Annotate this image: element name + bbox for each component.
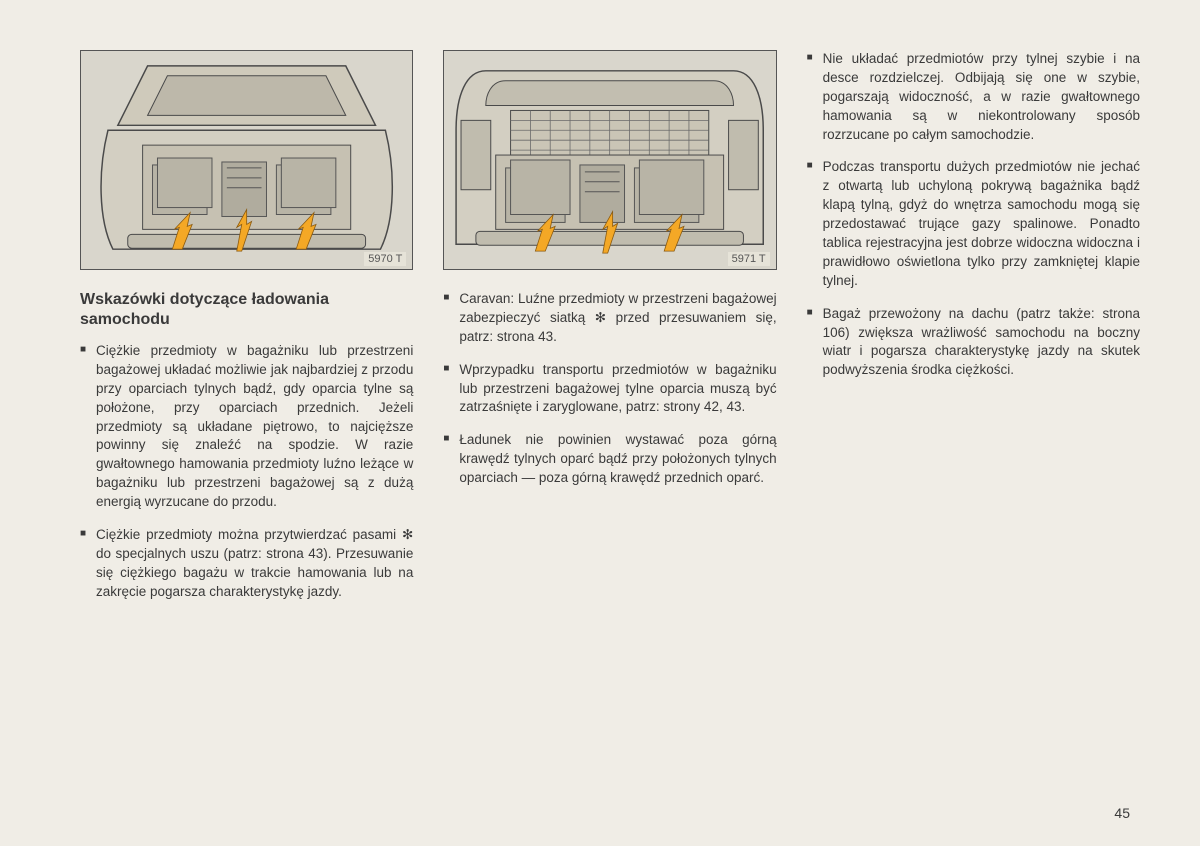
list-item: Ciężkie przedmioty w bagażniku lub przes… (80, 342, 413, 512)
figure-left: 5970 T (80, 50, 413, 270)
page-number: 45 (1114, 805, 1130, 821)
list-item: Bagaż przewożony na dachu (patrz także: … (807, 305, 1140, 381)
col2-list: Caravan: Luźne przedmioty w przestrzeni … (443, 290, 776, 488)
page-columns: 5970 T Wskazówki dotyczące ładowania sam… (80, 50, 1140, 616)
list-item: Caravan: Luźne przedmioty w przestrzeni … (443, 290, 776, 347)
column-1: 5970 T Wskazówki dotyczące ładowania sam… (80, 50, 413, 616)
figure-middle: 5971 T (443, 50, 776, 270)
list-item: Podczas transportu dużych przedmiotów ni… (807, 158, 1140, 290)
figure-left-label: 5970 T (364, 252, 406, 266)
list-item: Wprzypadku transportu przedmiotów w baga… (443, 361, 776, 418)
column-3: Nie układać przedmiotów przy tylnej szyb… (807, 50, 1140, 616)
column-2: 5971 T Caravan: Luźne przedmioty w przes… (443, 50, 776, 616)
figure-middle-label: 5971 T (728, 252, 770, 266)
list-item: Nie układać przedmiotów przy tylnej szyb… (807, 50, 1140, 144)
trunk-diagram-1 (81, 51, 412, 269)
trunk-diagram-2 (444, 51, 775, 269)
section-heading: Wskazówki dotyczące ładowania samochodu (80, 290, 413, 330)
col1-list: Ciężkie przedmioty w bagażniku lub przes… (80, 342, 413, 602)
col3-list: Nie układać przedmiotów przy tylnej szyb… (807, 50, 1140, 380)
list-item: Ładunek nie powinien wystawać poza górną… (443, 431, 776, 488)
list-item: Ciężkie przedmioty można przytwierdzać p… (80, 526, 413, 602)
